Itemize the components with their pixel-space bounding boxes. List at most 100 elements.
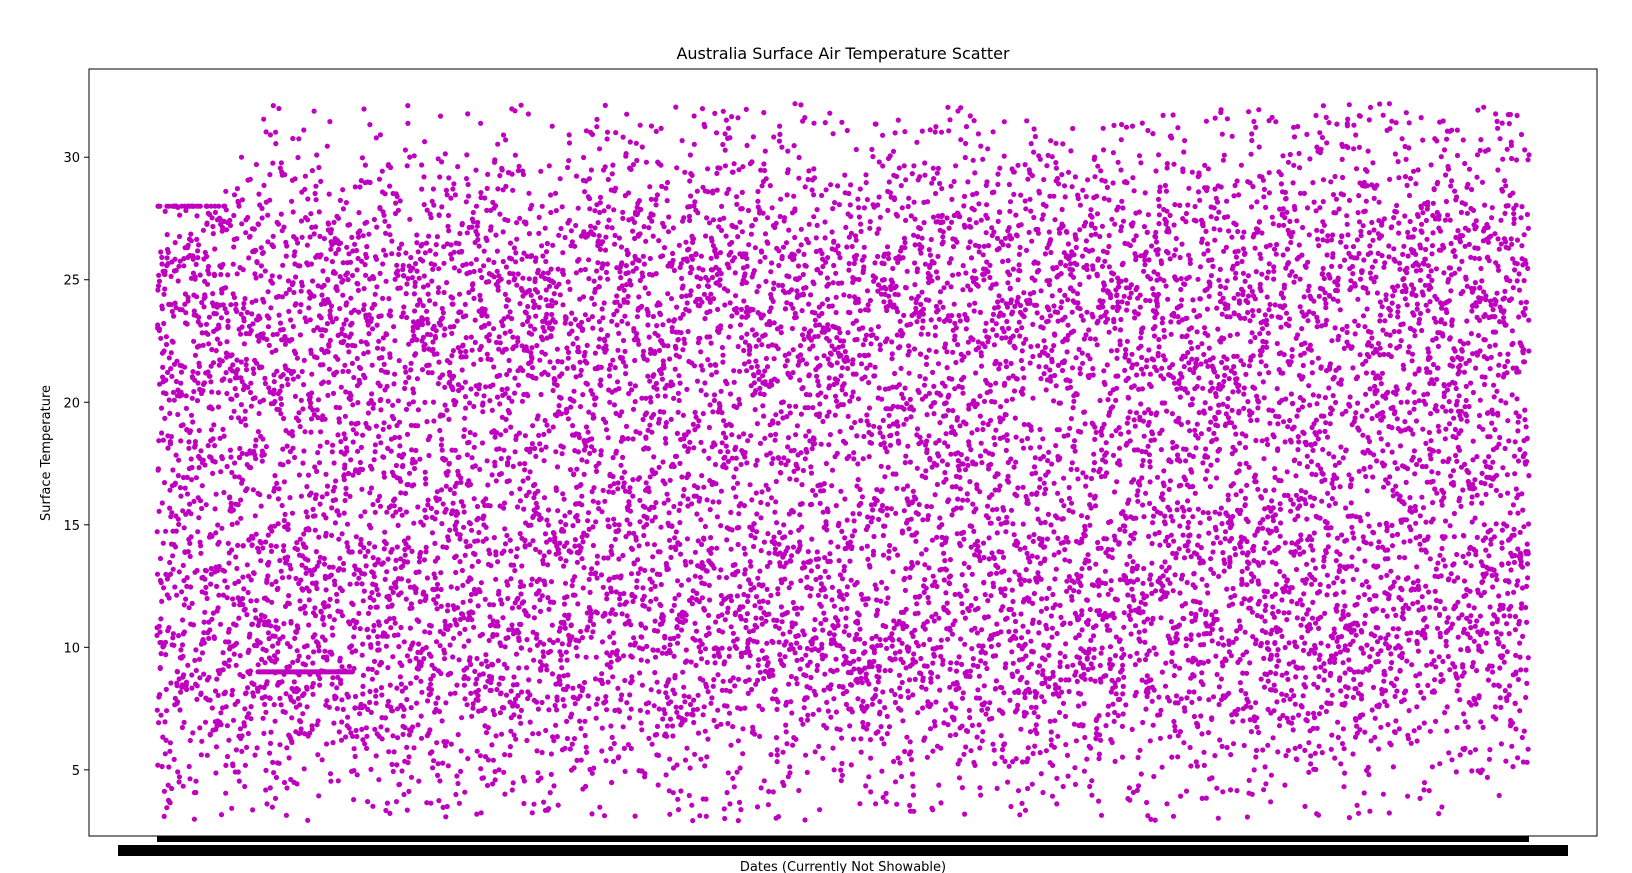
scatter-point xyxy=(335,432,341,438)
scatter-point xyxy=(278,411,284,417)
scatter-point xyxy=(678,551,684,557)
scatter-point xyxy=(395,632,401,638)
scatter-point xyxy=(525,303,531,310)
scatter-point xyxy=(345,342,351,348)
scatter-point xyxy=(587,206,593,212)
scatter-point xyxy=(269,804,275,810)
scatter-point xyxy=(166,397,172,403)
scatter-point xyxy=(389,708,396,714)
scatter-point xyxy=(667,477,673,483)
scatter-point xyxy=(286,308,292,314)
scatter-point xyxy=(277,557,283,564)
scatter-point xyxy=(216,203,222,209)
scatter-point xyxy=(323,741,330,747)
scatter-point xyxy=(176,457,182,463)
scatter-point xyxy=(633,265,640,271)
scatter-point xyxy=(721,806,727,812)
scatter-point xyxy=(623,263,629,269)
scatter-point xyxy=(575,205,581,211)
scatter-point xyxy=(234,392,240,398)
scatter-point xyxy=(162,286,168,292)
scatter-point xyxy=(433,328,439,334)
scatter-point xyxy=(587,450,593,456)
scatter-point xyxy=(529,810,535,816)
scatter-point xyxy=(333,478,339,484)
scatter-point xyxy=(423,240,430,246)
scatter-point xyxy=(361,571,368,577)
scatter-point xyxy=(384,509,390,515)
scatter-point xyxy=(282,709,288,715)
scatter-point xyxy=(269,599,275,605)
scatter-point xyxy=(394,193,400,200)
scatter-point xyxy=(655,752,662,759)
scatter-point xyxy=(678,261,684,267)
scatter-point xyxy=(542,351,548,357)
scatter-point xyxy=(725,605,731,611)
scatter-point xyxy=(369,326,376,332)
scatter-point xyxy=(528,292,534,298)
scatter-point xyxy=(675,390,682,396)
scatter-point xyxy=(286,601,292,607)
scatter-point xyxy=(215,605,221,611)
scatter-point xyxy=(711,296,717,302)
scatter-point xyxy=(497,340,503,346)
scatter-point xyxy=(396,251,402,257)
scatter-point xyxy=(345,277,351,283)
scatter-point xyxy=(642,285,648,291)
scatter-point xyxy=(649,741,655,747)
scatter-point xyxy=(495,559,501,565)
scatter-point xyxy=(179,589,185,595)
scatter-point xyxy=(298,577,304,583)
scatter-point xyxy=(581,154,587,161)
scatter-point xyxy=(348,331,354,337)
scatter-point xyxy=(696,283,702,289)
scatter-point xyxy=(623,423,630,429)
scatter-point xyxy=(527,469,533,475)
scatter-point xyxy=(253,437,259,443)
scatter-point xyxy=(596,284,602,290)
scatter-point xyxy=(180,562,186,569)
scatter-point xyxy=(605,332,611,338)
scatter-point xyxy=(720,352,726,358)
scatter-point xyxy=(189,395,195,401)
scatter-point xyxy=(684,658,690,664)
scatter-point xyxy=(602,338,608,344)
scatter-point xyxy=(178,380,184,386)
scatter-point xyxy=(491,259,497,265)
scatter-point xyxy=(273,141,279,147)
scatter-point xyxy=(402,552,408,558)
scatter-point xyxy=(720,108,726,114)
scatter-point xyxy=(695,485,701,491)
scatter-point xyxy=(705,166,711,172)
scatter-point xyxy=(404,744,410,751)
scatter-point xyxy=(630,477,636,483)
scatter-point xyxy=(336,512,342,518)
scatter-point xyxy=(541,458,547,464)
scatter-point xyxy=(675,633,681,639)
scatter-point xyxy=(250,807,256,813)
scatter-point xyxy=(230,763,236,769)
scatter-point xyxy=(448,195,454,201)
scatter-point xyxy=(664,491,670,497)
scatter-point xyxy=(478,766,484,772)
scatter-point xyxy=(584,459,590,465)
scatter-point xyxy=(246,537,252,543)
scatter-point xyxy=(322,637,328,643)
scatter-point xyxy=(591,415,597,421)
scatter-point xyxy=(220,426,226,432)
scatter-point xyxy=(176,774,182,780)
scatter-point xyxy=(307,567,313,574)
scatter-point xyxy=(319,494,325,500)
scatter-point xyxy=(642,567,648,574)
scatter-point xyxy=(456,454,462,460)
scatter-point xyxy=(475,237,481,243)
scatter-point xyxy=(503,346,509,352)
scatter-point xyxy=(311,108,317,114)
scatter-point xyxy=(675,578,681,584)
scatter-point xyxy=(332,497,339,503)
scatter-point xyxy=(571,388,577,394)
scatter-point xyxy=(271,523,278,529)
scatter-point xyxy=(261,299,267,305)
scatter-point xyxy=(467,543,473,549)
